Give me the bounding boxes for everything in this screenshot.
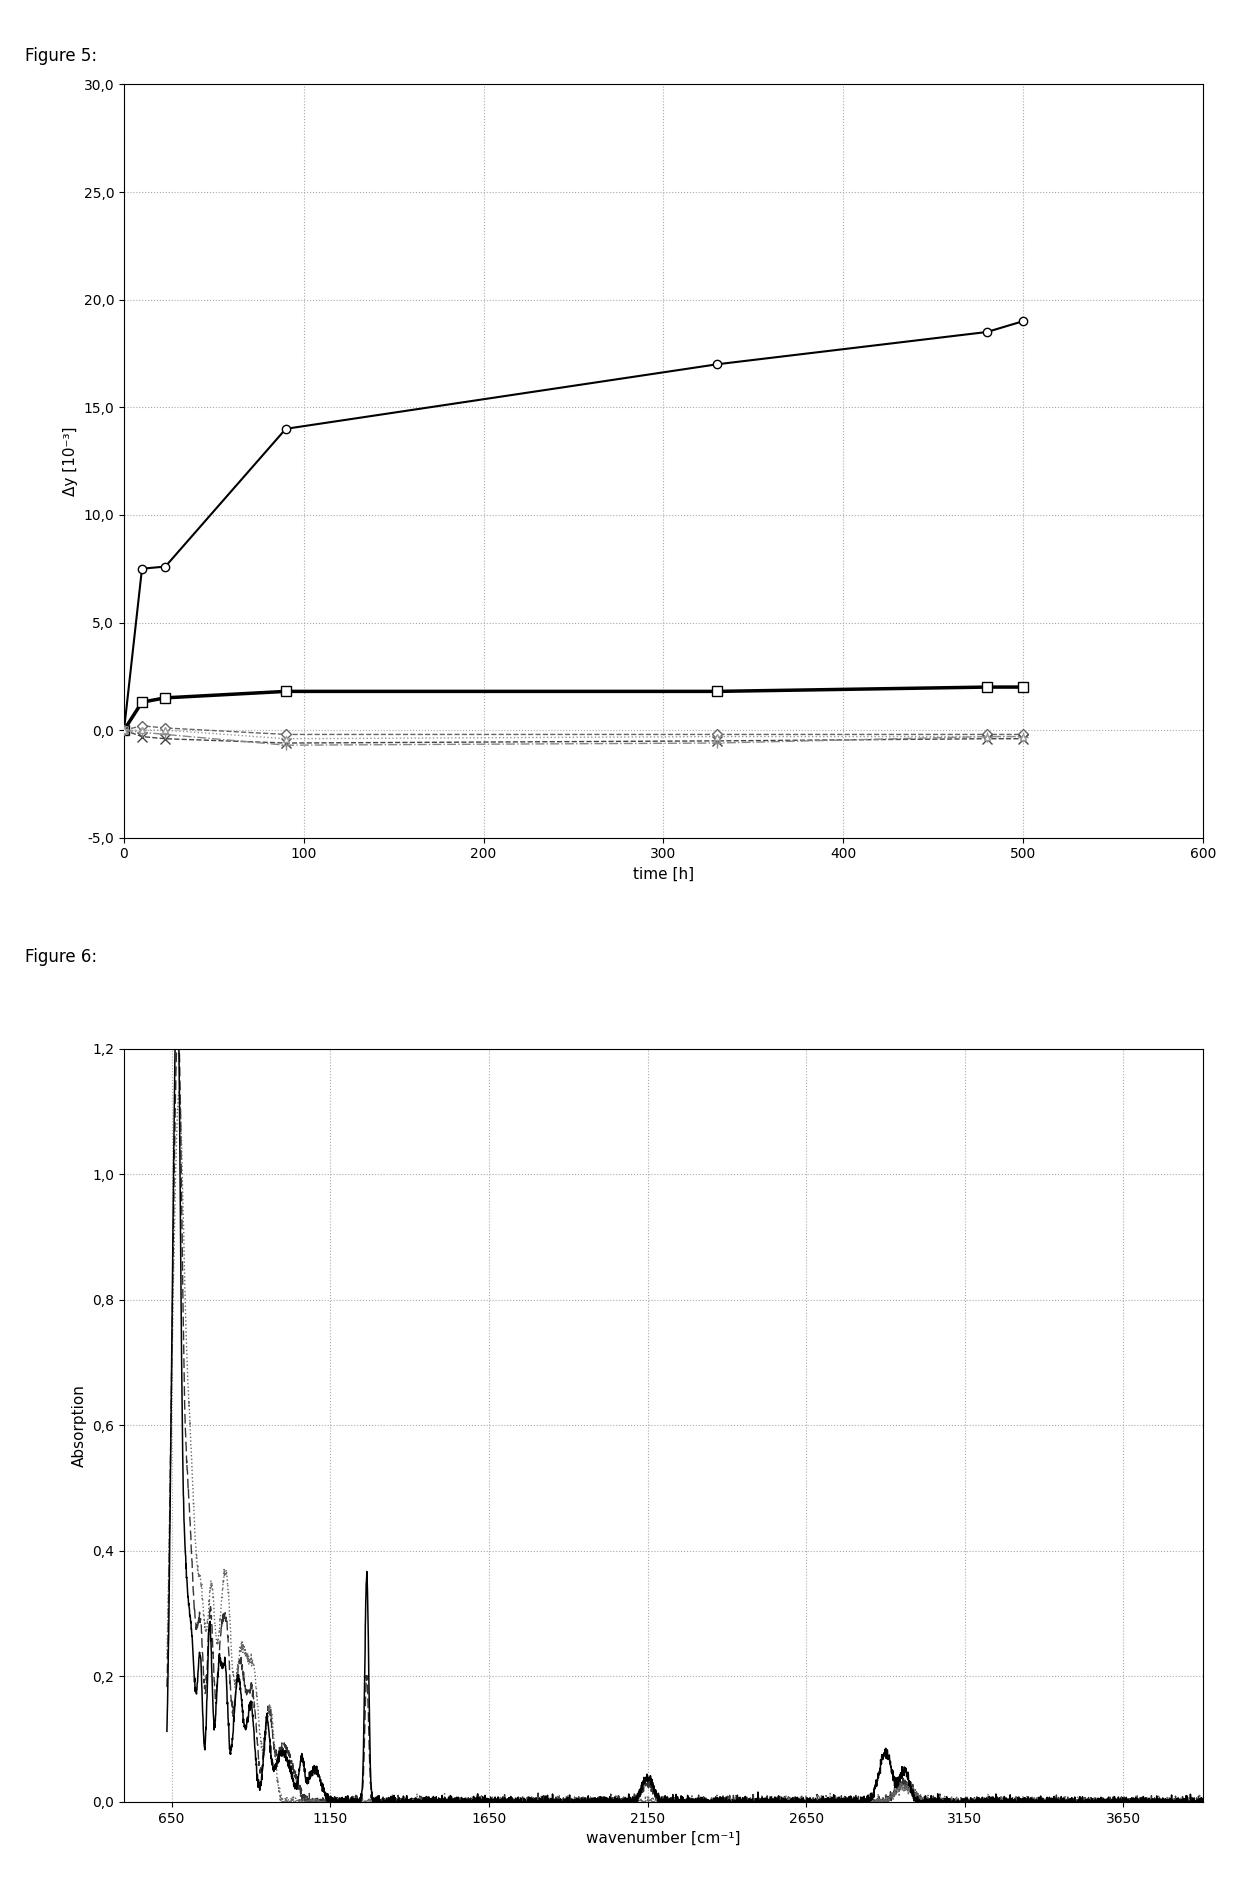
Text: Figure 5:: Figure 5: <box>25 47 97 66</box>
X-axis label: wavenumber [cm⁻¹]: wavenumber [cm⁻¹] <box>587 1832 740 1847</box>
Y-axis label: Δy [10⁻³]: Δy [10⁻³] <box>63 426 78 496</box>
Y-axis label: Absorption: Absorption <box>72 1383 87 1466</box>
X-axis label: time [h]: time [h] <box>632 867 694 882</box>
Text: Figure 6:: Figure 6: <box>25 948 97 967</box>
